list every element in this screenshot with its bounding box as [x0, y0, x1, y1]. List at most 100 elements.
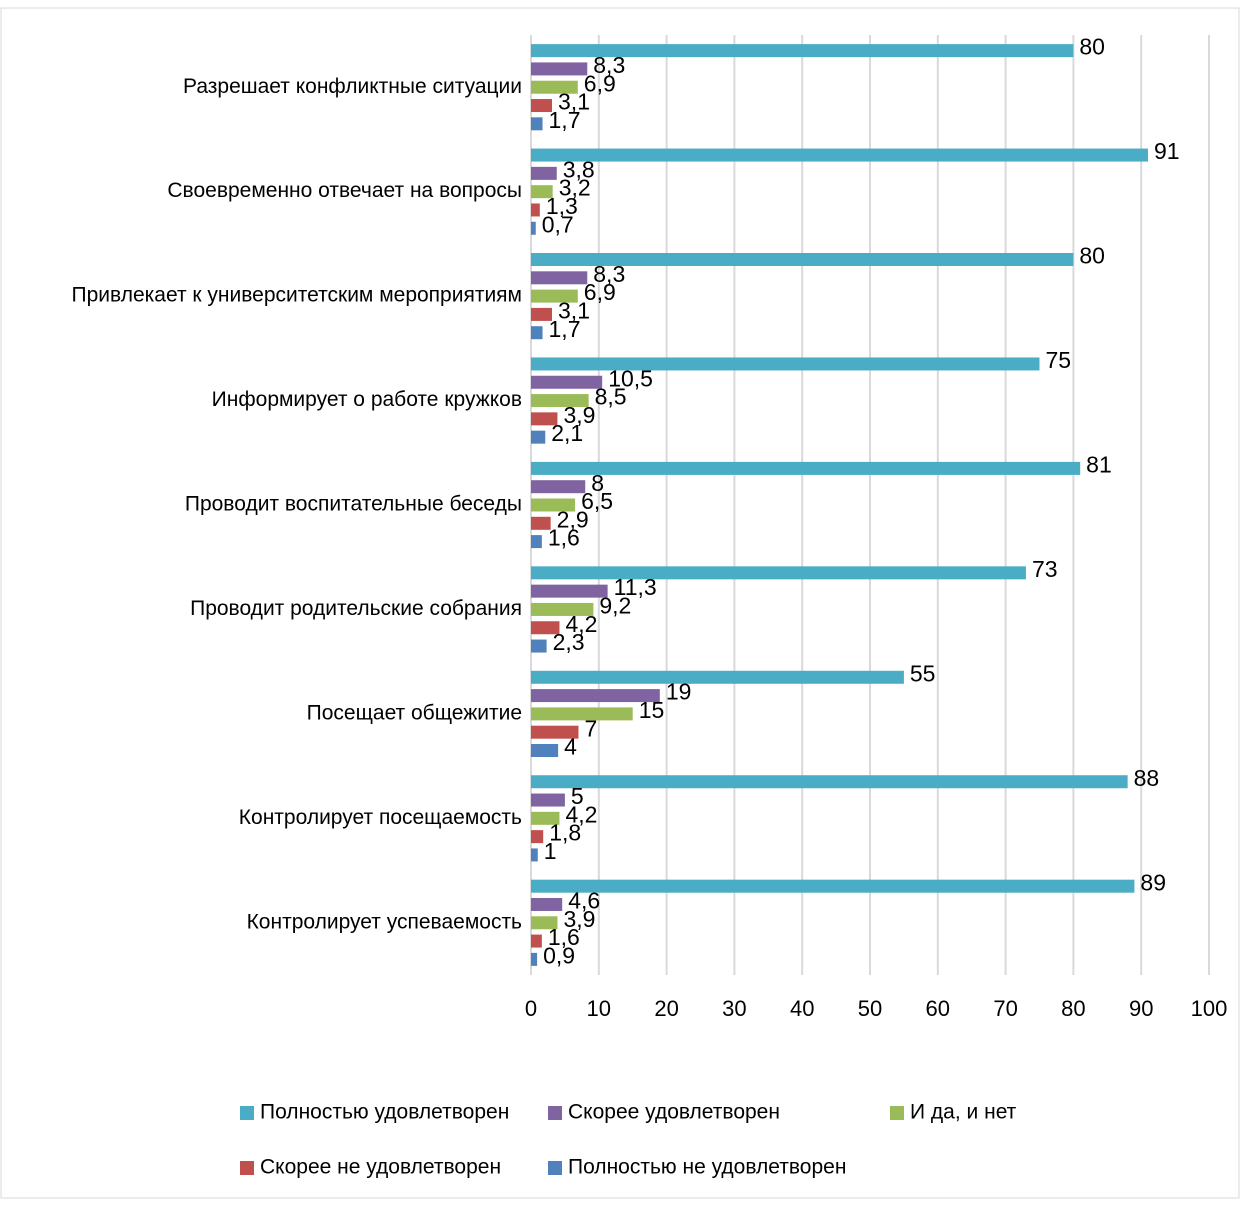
bar [531, 394, 589, 408]
bar [531, 639, 547, 653]
value-label: 19 [666, 679, 692, 705]
legend-swatch [890, 1106, 904, 1120]
category-label: Посещает общежитие [307, 701, 522, 724]
category-label: Проводит родительские собрания [190, 597, 522, 620]
category-label: Проводит воспитательные беседы [185, 493, 522, 516]
value-label: 2,1 [551, 420, 583, 446]
bar [531, 326, 543, 340]
value-label: 0,9 [543, 942, 575, 968]
value-label: 2,9 [557, 506, 589, 532]
bar [531, 117, 543, 131]
value-label: 3,9 [563, 402, 595, 428]
legend-swatch [240, 1106, 254, 1120]
bar [531, 879, 1135, 893]
x-tick-label: 20 [654, 996, 678, 1021]
legend-label: Скорее удовлетворен [568, 1101, 780, 1124]
value-label: 3,1 [558, 297, 590, 323]
x-tick-label: 10 [587, 996, 611, 1021]
x-tick-label: 60 [926, 996, 950, 1021]
bar [531, 166, 557, 180]
category-label: Контролирует успеваемость [247, 910, 522, 933]
value-label: 88 [1134, 765, 1160, 791]
value-label: 3,2 [559, 175, 591, 201]
bar [531, 253, 1074, 267]
bar [531, 602, 594, 616]
value-label: 4,2 [565, 611, 597, 637]
category-label: Контролирует посещаемость [239, 806, 522, 829]
value-label: 8 [591, 470, 604, 496]
x-tick-label: 70 [993, 996, 1017, 1021]
value-label: 8,3 [593, 52, 625, 78]
category-label: Своевременно отвечает на вопросы [167, 179, 522, 202]
bar [531, 584, 608, 598]
bar [531, 62, 588, 76]
value-label: 80 [1079, 243, 1105, 269]
bar [531, 498, 576, 512]
legend-label: Полностью удовлетворен [260, 1101, 509, 1124]
bar [531, 793, 565, 807]
value-label: 73 [1032, 556, 1058, 582]
bar [531, 916, 558, 930]
bar [531, 461, 1081, 475]
bar [531, 148, 1148, 162]
bar [531, 221, 536, 235]
value-label: 4,2 [565, 801, 597, 827]
value-label: 10,5 [608, 365, 653, 391]
bar [531, 621, 560, 635]
value-label: 11,3 [614, 574, 657, 600]
value-label: 91 [1154, 138, 1180, 164]
x-tick-label: 30 [722, 996, 746, 1021]
bar [531, 535, 542, 549]
value-label: 8,3 [593, 261, 625, 287]
value-label: 1,7 [549, 107, 581, 133]
x-tick-label: 40 [790, 996, 814, 1021]
value-label: 1,6 [548, 924, 580, 950]
legend-label: И да, и нет [910, 1101, 1017, 1124]
value-label: 81 [1086, 451, 1112, 477]
legend-swatch [548, 1106, 562, 1120]
value-label: 1,7 [549, 316, 581, 342]
legend-label: Скорее не удовлетворен [260, 1156, 501, 1179]
bar [531, 412, 558, 426]
bar [531, 897, 563, 911]
bar [531, 430, 546, 444]
value-label: 4 [564, 734, 577, 760]
bar [531, 830, 544, 844]
value-label: 5 [571, 783, 584, 809]
x-tick-label: 100 [1191, 996, 1228, 1021]
value-label: 75 [1046, 347, 1072, 373]
category-label: Информирует о работе кружков [212, 388, 522, 411]
value-label: 7 [584, 715, 597, 741]
value-label: 4,6 [568, 888, 600, 914]
value-label: 6,9 [584, 279, 616, 305]
bar [531, 480, 586, 494]
bar [531, 516, 551, 530]
value-label: 15 [639, 697, 665, 723]
bar [531, 934, 542, 948]
value-label: 0,7 [542, 211, 574, 237]
value-label: 89 [1140, 869, 1166, 895]
bar [531, 375, 603, 389]
x-tick-label: 50 [858, 996, 882, 1021]
value-label: 3,1 [558, 89, 590, 115]
x-tick-label: 90 [1129, 996, 1153, 1021]
legend-label: Полностью не удовлетворен [568, 1156, 846, 1179]
legend-swatch [548, 1161, 562, 1175]
value-label: 55 [910, 660, 936, 686]
bar [531, 952, 538, 966]
bar [531, 80, 578, 94]
bar [531, 670, 904, 684]
value-label: 1,3 [546, 193, 578, 219]
category-label: Привлекает к университетским мероприятия… [72, 284, 522, 307]
value-label: 1 [544, 838, 557, 864]
value-label: 1,6 [548, 525, 580, 551]
bar [531, 289, 578, 303]
bar [531, 271, 588, 285]
bar [531, 725, 579, 739]
value-label: 6,5 [581, 488, 613, 514]
value-label: 2,3 [553, 629, 585, 655]
bar [531, 848, 538, 862]
bar [531, 203, 540, 217]
bar [531, 775, 1128, 789]
